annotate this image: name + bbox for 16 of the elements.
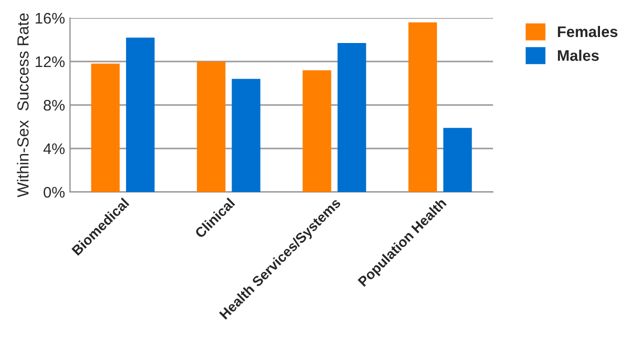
bar	[338, 43, 366, 192]
bar	[408, 22, 437, 192]
y-tick-label: 12%	[36, 56, 65, 68]
bar	[443, 128, 472, 192]
bar	[232, 78, 260, 192]
bar	[126, 38, 155, 192]
y-tick-label: 8%	[44, 100, 65, 111]
bar	[91, 64, 120, 192]
y-tick-label: 0%	[44, 186, 65, 198]
y-axis-title: Within-Sex Success Rate	[16, 13, 29, 198]
y-tick-label: 16%	[36, 12, 65, 24]
y-tick-label: 4%	[43, 143, 65, 154]
legend-label: Females	[558, 26, 618, 38]
bar	[302, 70, 332, 192]
legend-label: Males	[558, 50, 599, 61]
bar	[196, 62, 226, 192]
